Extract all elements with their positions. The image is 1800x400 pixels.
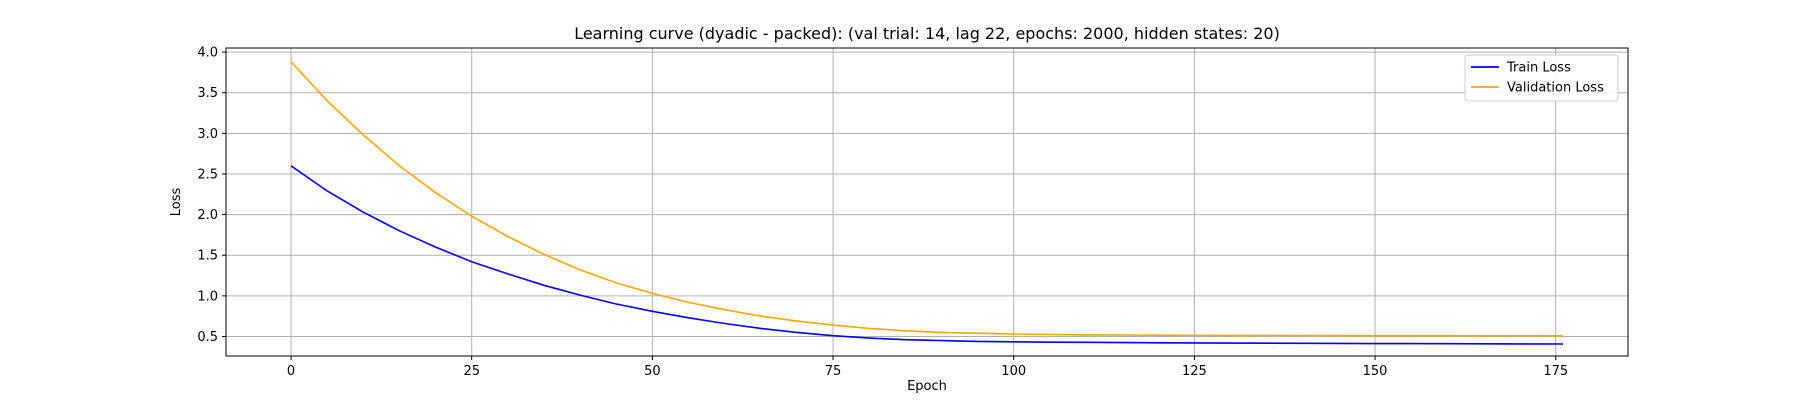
y-tick-label: 0.5 [197,330,218,345]
x-tick-label: 100 [1001,364,1026,379]
legend: Train Loss Validation Loss [1464,54,1619,102]
x-axis-label: Epoch [907,379,947,394]
series-line-train [290,165,1564,345]
y-axis-label: Loss [169,188,184,217]
x-tick-label: 150 [1363,364,1388,379]
y-tick-label: 3.0 [197,127,218,142]
x-tick-label: 25 [463,364,480,379]
y-tick-label: 1.0 [197,289,218,304]
series-layer [290,61,1564,345]
series-line-validation [290,61,1563,337]
x-tick-label: 0 [287,364,295,379]
grid-layer [226,48,1628,356]
x-tick-label: 50 [644,364,661,379]
tick-layer: 0 25 50 75 100 125 150 175 0.5 1.0 1.5 2.0 2.5 3.0 3.5… [197,46,1568,379]
plot-frame [225,47,1629,357]
y-tick-label: 3.5 [197,86,218,101]
y-tick-label: 4.0 [197,46,218,61]
y-tick-label: 2.5 [197,167,218,182]
legend-label: Validation Loss [1507,81,1604,96]
legend-label: Train Loss [1506,61,1571,76]
y-tick-label: 2.0 [197,208,218,223]
chart-title: Learning curve (dyadic - packed): (val t… [574,24,1280,43]
x-tick-label: 175 [1543,364,1568,379]
x-tick-label: 75 [825,364,842,379]
legend-box [1464,54,1619,102]
y-tick-label: 1.5 [197,249,218,264]
x-tick-label: 125 [1182,364,1207,379]
